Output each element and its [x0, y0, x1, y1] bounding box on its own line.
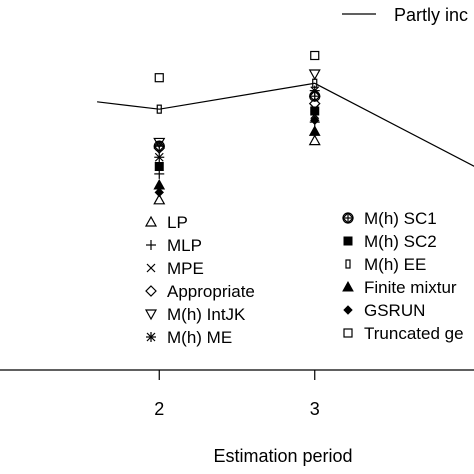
x-axis-title: Estimation period	[213, 446, 352, 466]
legend-label: M(h) ME	[167, 328, 232, 347]
legend-swatch	[342, 280, 354, 292]
legend-label: M(h) SC1	[364, 209, 437, 228]
legend-label: MLP	[167, 236, 202, 255]
legend-label: MPE	[167, 259, 204, 278]
point-m-h-intjk-1	[308, 69, 321, 81]
point-finite-mixtur-1	[308, 125, 321, 136]
legend-label: M(h) IntJK	[167, 305, 246, 324]
point-m-h-sc1-1	[308, 90, 321, 103]
point-lp-1	[308, 134, 321, 146]
legend-label: M(h) EE	[364, 255, 426, 274]
point-m-h-sc1-0	[153, 140, 166, 152]
legend-swatch	[146, 332, 156, 342]
point-m-h-ee-0	[156, 104, 162, 114]
point-finite-mixtur-0	[153, 178, 166, 190]
legend-label: Finite mixtur	[364, 278, 457, 297]
point-truncated-ge-0	[154, 73, 164, 83]
legend-swatch	[144, 215, 158, 227]
plot-area	[97, 50, 474, 205]
point-truncated-ge-1	[310, 50, 320, 61]
legend-swatch	[342, 212, 354, 224]
legend-label: Appropriate	[167, 282, 255, 301]
point-m-h-sc2-0	[154, 162, 164, 171]
legend-swatch	[146, 240, 156, 250]
point-gsrun-1	[310, 115, 320, 125]
legend-label: GSRUN	[364, 301, 425, 320]
legend-swatch	[145, 285, 157, 297]
legend-label: M(h) SC2	[364, 232, 437, 251]
legend-swatch	[343, 305, 353, 315]
legend-swatch	[144, 309, 158, 321]
line-series	[97, 82, 474, 167]
point-m-h-ee-1	[312, 78, 318, 88]
legend-swatch	[343, 236, 353, 246]
legend: Partly inc LP MLP MPE Appropriate M(h) IntJK M…	[144, 5, 468, 347]
legend-label: Truncated ge	[364, 324, 464, 343]
point-m-h-sc2-1	[310, 106, 320, 116]
legend-label: LP	[167, 213, 188, 232]
legend-swatch	[146, 263, 156, 273]
legend-swatch	[345, 259, 351, 269]
point-lp-0	[153, 193, 166, 205]
legend-swatch	[343, 328, 353, 338]
point-m-h-me-0	[154, 152, 165, 163]
x-tick-label: 2	[154, 399, 164, 419]
point-gsrun-0	[154, 187, 164, 198]
legend-line-label: Partly inc	[394, 5, 468, 25]
x-tick-label: 3	[310, 399, 320, 419]
